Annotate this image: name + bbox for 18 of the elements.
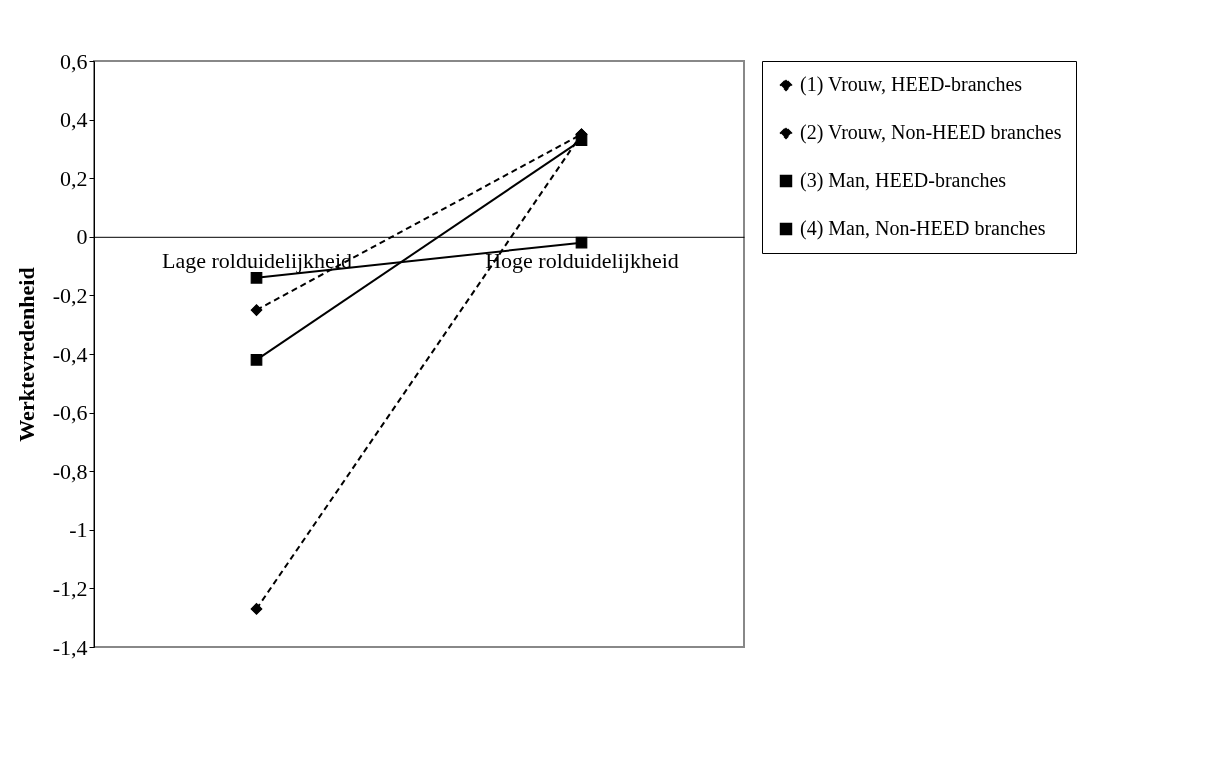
y-tick-label: 0,6 <box>60 48 88 74</box>
y-tick-label: 0,4 <box>60 107 88 133</box>
y-tick-label: 0,2 <box>60 165 88 191</box>
y-tick-label: 0 <box>76 224 88 250</box>
y-tick-label: -1,2 <box>52 575 88 601</box>
y-tick-label: -0,2 <box>52 282 88 308</box>
x-tick-label: Hoge rolduidelijkheid <box>485 248 679 274</box>
y-tick-label: -0,8 <box>52 458 88 484</box>
legend-label: (3) Man, HEED-branches <box>800 169 1007 192</box>
y-tick-label: -0,6 <box>52 400 88 426</box>
y-tick-label: -1 <box>69 517 88 543</box>
y-tick-label: -0,4 <box>52 341 88 367</box>
x-tick-label: Lage rolduidelijkheid <box>162 248 352 274</box>
legend-label: (2) Vrouw, Non-HEED branches <box>800 121 1062 144</box>
legend-label: (4) Man, Non-HEED branches <box>800 217 1046 240</box>
y-tick-label: -1,4 <box>52 634 88 660</box>
y-axis-title: Werktevredenheid <box>13 267 39 442</box>
legend-label: (1) Vrouw, HEED-branches <box>800 73 1023 96</box>
